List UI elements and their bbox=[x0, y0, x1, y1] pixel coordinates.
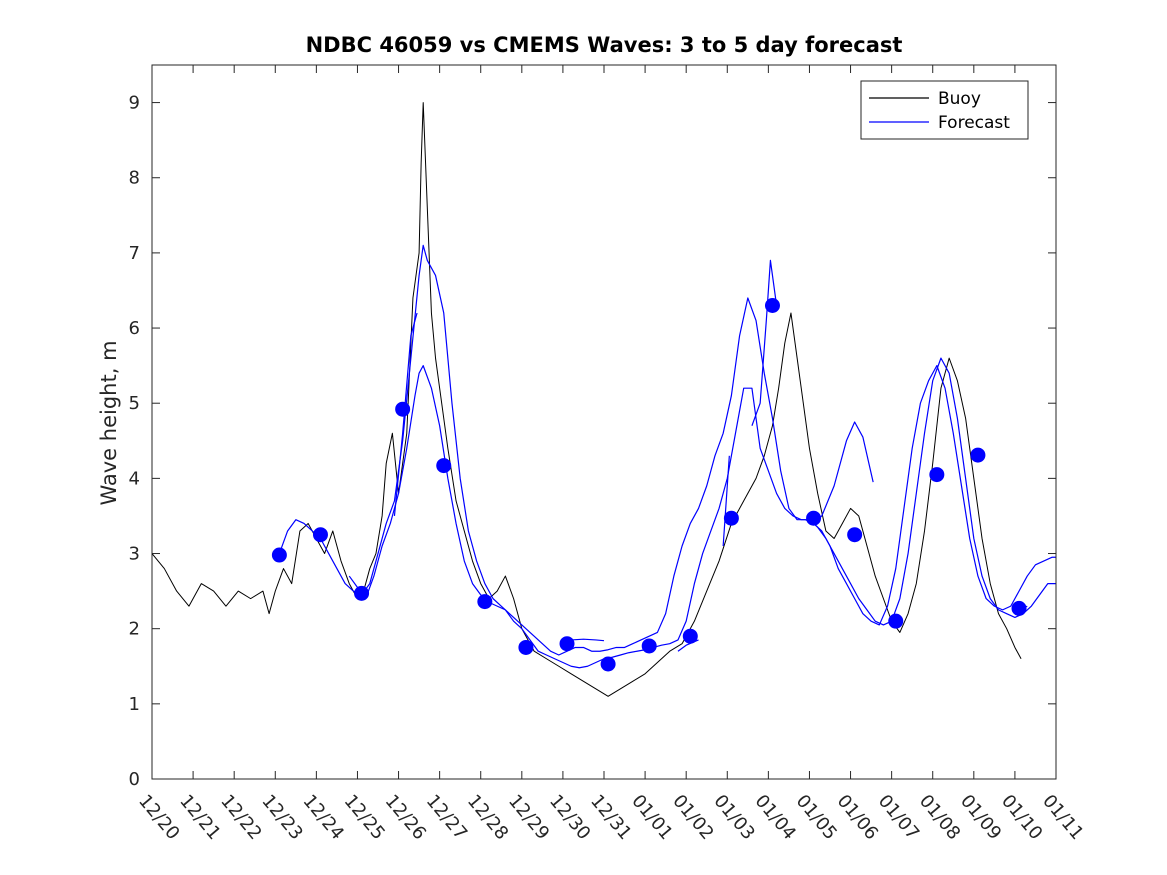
y-tick-label: 4 bbox=[129, 468, 140, 489]
legend: Buoy Forecast bbox=[860, 80, 1029, 140]
forecast-marker bbox=[395, 401, 411, 417]
y-tick-label: 3 bbox=[129, 544, 140, 565]
y-tick-label: 9 bbox=[129, 93, 140, 114]
forecast-marker bbox=[929, 467, 945, 483]
plot-area bbox=[152, 65, 1056, 779]
forecast-marker bbox=[723, 510, 739, 526]
forecast-marker bbox=[312, 527, 328, 543]
forecast-marker bbox=[806, 510, 822, 526]
y-tick-label: 0 bbox=[129, 769, 140, 790]
legend-buoy-label: Buoy bbox=[938, 89, 981, 109]
forecast-marker bbox=[764, 298, 780, 314]
y-tick-label: 8 bbox=[129, 168, 140, 189]
forecast-marker bbox=[436, 458, 452, 474]
y-tick-label: 6 bbox=[129, 318, 140, 339]
forecast-marker bbox=[682, 628, 698, 644]
forecast-marker bbox=[477, 594, 493, 610]
forecast-marker bbox=[354, 585, 370, 601]
markers-layer bbox=[271, 298, 1027, 672]
legend-forecast-label: Forecast bbox=[938, 113, 1010, 133]
forecast-marker bbox=[559, 636, 575, 652]
forecast-marker bbox=[271, 547, 287, 563]
series-buoy-line bbox=[151, 102, 1022, 697]
y-tick-label: 2 bbox=[129, 619, 140, 640]
y-tick-label: 1 bbox=[129, 694, 140, 715]
series-forecast-runs-c-segment-3 bbox=[722, 455, 730, 547]
series-forecast-runs-c-segment-1 bbox=[571, 638, 605, 642]
forecast-marker bbox=[641, 638, 657, 654]
series-forecast-runs-c-segment-4 bbox=[751, 259, 778, 426]
series-forecast-runs-c-segment-0 bbox=[393, 312, 418, 517]
forecast-marker bbox=[600, 656, 616, 672]
chart-title: NDBC 46059 vs CMEMS Waves: 3 to 5 day fo… bbox=[306, 33, 903, 57]
y-axis-label: Wave height, m bbox=[97, 340, 121, 505]
series-forecast-run-a-line bbox=[278, 244, 1056, 656]
legend-box bbox=[860, 80, 1029, 140]
forecast-marker bbox=[1011, 600, 1027, 616]
y-tick-label: 5 bbox=[129, 393, 140, 414]
series-layer bbox=[151, 102, 1056, 697]
forecast-marker bbox=[847, 527, 863, 543]
series-forecast-run-b-line bbox=[348, 357, 1056, 669]
series-forecast-runs-c-segment-5 bbox=[813, 421, 874, 524]
forecast-marker bbox=[518, 639, 534, 655]
forecast-marker bbox=[888, 613, 904, 629]
forecast-marker bbox=[970, 447, 986, 463]
plot-frame bbox=[151, 64, 1057, 780]
y-tick-label: 7 bbox=[129, 243, 140, 264]
